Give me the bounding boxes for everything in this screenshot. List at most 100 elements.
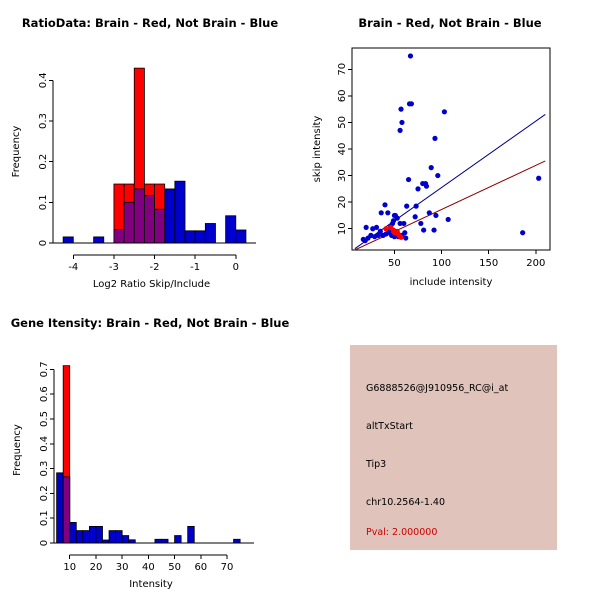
- histogram-bar-overlap: [62, 476, 71, 544]
- scatter-point-not-brain: [404, 203, 410, 209]
- x-tick-label: 70: [221, 562, 234, 573]
- x-tick-label: 30: [116, 562, 129, 573]
- scatter-point-not-brain: [412, 214, 418, 220]
- x-axis-title: Log2 Ratio Skip/Include: [93, 279, 210, 290]
- y-tick-label: 0.4: [38, 72, 49, 88]
- intensity-scatter-plot: 10 20 30 40 50 60 70 50 100 150 200 include intensi…: [312, 47, 551, 288]
- histogram-bar-not-brain: [75, 530, 84, 544]
- histogram-bar-not-brain: [62, 236, 74, 244]
- histogram-bar-not-brain: [174, 535, 182, 544]
- histogram-bar-not-brain: [194, 230, 206, 244]
- scatter-point-not-brain: [390, 218, 397, 224]
- scatter-point-not-brain: [426, 210, 432, 216]
- histogram-bar-overlap: [113, 229, 125, 244]
- scatter-content: [354, 53, 546, 250]
- panel-ratio-histogram: RatioData: Brain - Red, Not Brain - Blue…: [0, 0, 300, 300]
- x-axis-title: Intensity: [129, 579, 173, 590]
- y-tick-label: 20: [337, 196, 348, 209]
- scatter-point-not-brain: [377, 228, 383, 234]
- x-tick-label: 150: [479, 258, 498, 269]
- histogram-bar-not-brain: [184, 230, 196, 244]
- histogram-bar-overlap: [133, 188, 145, 244]
- y-tick-label: 0.1: [38, 194, 49, 210]
- scatter-point-not-brain: [375, 232, 381, 238]
- probe-info-card: G6888526@J910956_RC@i_at altTxStart Tip3…: [350, 345, 557, 550]
- histogram-bar-not-brain: [69, 522, 77, 544]
- scatter-point-not-brain: [401, 220, 407, 227]
- histogram-bar-not-brain: [225, 215, 237, 244]
- scatter-point-brain: [398, 234, 404, 240]
- y-tick-label: 0.7: [39, 361, 50, 377]
- x-tick-label: -2: [150, 262, 160, 273]
- histogram-bar-not-brain: [204, 223, 216, 244]
- x-tick-label: 50: [168, 562, 181, 573]
- scatter-point-not-brain: [398, 106, 404, 112]
- histogram-bar-not-brain: [164, 188, 176, 244]
- scatter-point-not-brain: [423, 183, 430, 189]
- y-tick-label: 50: [337, 116, 348, 129]
- histogram-bar-not-brain: [93, 236, 105, 244]
- gene-histogram-title: Gene Itensity: Brain - Red, Not Brain - …: [10, 316, 290, 330]
- scatter-point-not-brain: [402, 230, 408, 236]
- x-tick-label: 60: [194, 562, 207, 573]
- gene-intensity-histogram-plot: 0 0.1 0.2 0.3 0.4 0.5 0.6 0.7 10 20 30 40 50 60 70 Inte…: [12, 361, 254, 590]
- histogram-bar-not-brain: [95, 525, 103, 544]
- scatter-point-not-brain: [520, 230, 526, 236]
- gene-symbol-text: Tip3: [366, 459, 387, 470]
- y-tick-label: 0: [39, 540, 50, 546]
- scatter-point-not-brain: [421, 227, 427, 233]
- scatter-point-not-brain: [428, 165, 434, 171]
- histogram-bar-not-brain: [154, 538, 162, 544]
- scatter-point-not-brain: [378, 210, 384, 216]
- y-tick-label: 0.1: [39, 510, 50, 526]
- ratio-histogram-plot: 0 0.1 0.2 0.3 0.4 -4 -3 -2 -1 0 Log2 Ratio Skip/In…: [11, 67, 256, 290]
- histogram-bar-not-brain: [235, 229, 247, 244]
- y-tick-label: 0.3: [38, 113, 49, 129]
- y-tick-label: 0.3: [39, 461, 50, 477]
- event-type-text: altTxStart: [366, 421, 413, 432]
- probe-id-text: G6888526@J910956_RC@i_at: [366, 383, 509, 394]
- y-tick-label: 10: [337, 222, 348, 235]
- scatter-point-not-brain: [415, 186, 421, 192]
- scatter-point-not-brain: [413, 203, 419, 209]
- y-tick-label: 40: [337, 143, 348, 156]
- scatter-point-not-brain: [432, 135, 438, 141]
- scatter-point-not-brain: [431, 227, 437, 233]
- y-tick-label: 0.2: [39, 485, 50, 501]
- scatter-point-not-brain: [394, 215, 400, 221]
- pval-text: Pval: 2.000000: [366, 527, 438, 538]
- x-axis-title: include intensity: [410, 277, 493, 288]
- scatter-point-not-brain: [385, 210, 391, 216]
- x-tick-label: 40: [142, 562, 155, 573]
- x-tick-label: -4: [68, 262, 78, 273]
- x-tick-label: 0: [233, 262, 239, 273]
- histogram-bars: [62, 67, 247, 244]
- y-tick-label: 0.2: [38, 154, 49, 170]
- y-tick-label: 70: [337, 63, 348, 76]
- y-tick-label: 0.4: [39, 436, 50, 452]
- x-tick-label: 10: [63, 562, 76, 573]
- scatter-point-not-brain: [407, 53, 414, 59]
- histogram-bar-overlap: [143, 195, 155, 244]
- histogram-bars: [56, 365, 241, 544]
- histogram-bar-not-brain: [187, 525, 195, 544]
- y-tick-label: 30: [337, 169, 348, 182]
- y-tick-label: 0.6: [39, 386, 50, 402]
- scatter-title: Brain - Red, Not Brain - Blue: [358, 16, 542, 30]
- y-axis-title: Frequency: [12, 424, 23, 476]
- y-tick-label: 0.5: [39, 411, 50, 427]
- ratio-histogram-title: RatioData: Brain - Red, Not Brain - Blue: [21, 16, 279, 30]
- histogram-bar-not-brain: [121, 535, 130, 544]
- scatter-point-brain: [383, 226, 389, 232]
- histogram-bar-overlap: [154, 208, 166, 244]
- panel-intensity-scatter: Brain - Red, Not Brain - Blue 10 20 30 40 50…: [300, 0, 600, 300]
- scatter-point-not-brain: [403, 235, 409, 241]
- histogram-bar-not-brain: [82, 530, 90, 544]
- y-tick-label: 60: [337, 89, 348, 102]
- scatter-point-not-brain: [397, 220, 403, 227]
- histogram-bar-not-brain: [56, 472, 64, 544]
- histogram-bar-not-brain: [174, 180, 186, 244]
- y-axis-title: skip intensity: [312, 116, 323, 183]
- scatter-point-not-brain: [363, 224, 369, 231]
- scatter-point-not-brain: [441, 109, 447, 115]
